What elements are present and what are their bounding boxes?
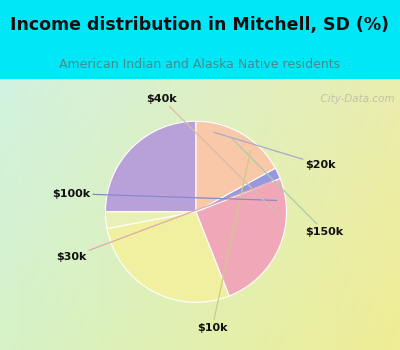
- Wedge shape: [196, 178, 286, 296]
- Text: $30k: $30k: [56, 182, 272, 262]
- Text: $20k: $20k: [214, 132, 336, 170]
- Text: $40k: $40k: [146, 93, 278, 214]
- Wedge shape: [107, 212, 229, 302]
- Wedge shape: [106, 212, 196, 229]
- Text: Income distribution in Mitchell, SD (%): Income distribution in Mitchell, SD (%): [10, 16, 390, 34]
- Wedge shape: [196, 168, 280, 212]
- Wedge shape: [106, 121, 196, 212]
- Text: $10k: $10k: [197, 151, 250, 332]
- Text: $100k: $100k: [52, 189, 277, 201]
- Text: $150k: $150k: [232, 139, 344, 237]
- Wedge shape: [196, 121, 275, 212]
- Text: American Indian and Alaska Native residents: American Indian and Alaska Native reside…: [60, 58, 340, 71]
- Text: City-Data.com: City-Data.com: [314, 93, 394, 104]
